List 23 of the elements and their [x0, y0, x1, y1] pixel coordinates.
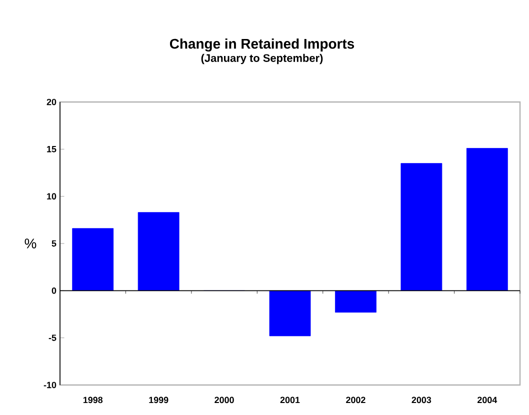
chart-subtitle: (January to September) [201, 54, 323, 64]
x-tick-label: 1998 [83, 396, 103, 404]
bar [269, 290, 311, 336]
y-tick-label: 15 [47, 146, 56, 152]
x-tick-label: 2003 [412, 396, 432, 404]
y-tick-label: -5 [48, 334, 56, 341]
bar [72, 228, 114, 291]
y-axis-title: % [24, 238, 36, 248]
chart-title: Change in Retained Imports [170, 38, 354, 52]
y-tick-label: 5 [52, 240, 56, 247]
x-tick-label: 2000 [214, 396, 234, 404]
x-tick-label: 2002 [346, 396, 366, 404]
bar [400, 163, 442, 291]
bar [138, 212, 180, 291]
y-tick-label: -10 [44, 382, 56, 388]
x-tick-label: 1999 [149, 396, 168, 404]
x-tick-label: 2004 [477, 396, 498, 404]
y-tick-label: 20 [46, 98, 56, 106]
y-tick-label: 0 [52, 287, 56, 294]
y-tick-label: 10 [47, 193, 56, 200]
x-tick-label: 2001 [280, 396, 300, 404]
bar [466, 148, 508, 291]
bar [335, 290, 376, 313]
